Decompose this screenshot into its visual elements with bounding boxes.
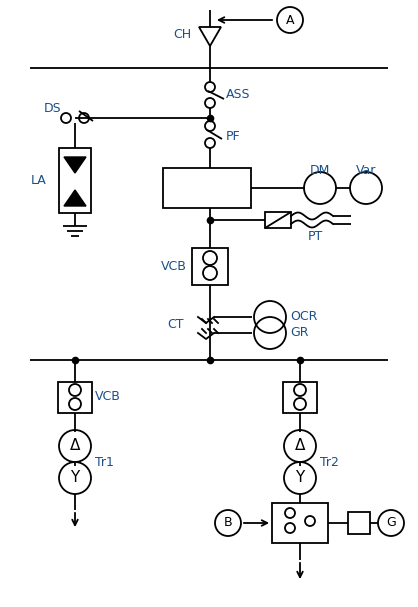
- Text: Y: Y: [296, 470, 305, 486]
- Bar: [283, 382, 317, 413]
- Text: Var: Var: [356, 163, 376, 177]
- Text: ASS: ASS: [226, 89, 250, 101]
- Text: A: A: [286, 13, 294, 27]
- Text: Tr1: Tr1: [95, 455, 114, 469]
- Text: CT: CT: [167, 319, 183, 331]
- Bar: [163, 168, 251, 208]
- Text: VCB: VCB: [95, 390, 121, 404]
- Text: B: B: [224, 517, 232, 529]
- Text: CH: CH: [173, 29, 191, 41]
- Bar: [192, 248, 228, 285]
- Text: DS: DS: [44, 101, 62, 115]
- Polygon shape: [64, 190, 86, 206]
- Text: PF: PF: [226, 129, 241, 143]
- Text: GR: GR: [290, 327, 308, 339]
- Text: OCR: OCR: [290, 311, 317, 324]
- Text: PT: PT: [307, 229, 323, 243]
- Text: Δ: Δ: [70, 438, 80, 453]
- Polygon shape: [64, 157, 86, 173]
- Text: Y: Y: [70, 470, 79, 486]
- Bar: [272, 503, 328, 543]
- Bar: [58, 382, 92, 413]
- Text: Δ: Δ: [295, 438, 305, 453]
- Bar: [265, 212, 291, 228]
- Text: LA: LA: [31, 174, 47, 186]
- Text: G: G: [386, 517, 396, 529]
- Bar: [59, 148, 91, 213]
- Text: Tr2: Tr2: [320, 455, 339, 469]
- Text: DM: DM: [310, 163, 330, 177]
- Bar: [348, 512, 370, 534]
- Text: VCB: VCB: [161, 260, 187, 273]
